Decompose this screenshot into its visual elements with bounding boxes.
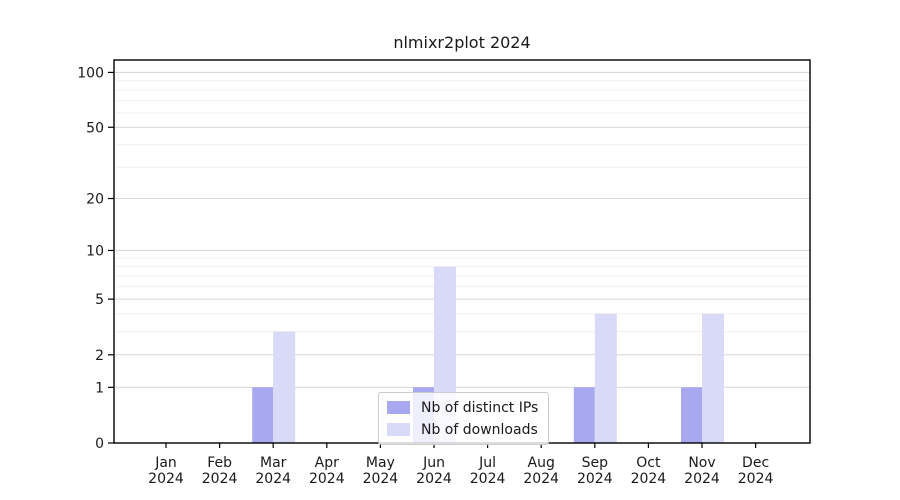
x-tick-label-year: 2024 <box>523 471 559 487</box>
x-tick-label-year: 2024 <box>202 471 238 487</box>
bar-downloads <box>273 331 296 443</box>
x-tick-label-year: 2024 <box>631 471 667 487</box>
y-tick-label: 2 <box>95 348 104 364</box>
bar-downloads <box>702 313 724 443</box>
x-tick-label-year: 2024 <box>684 471 720 487</box>
x-tick-label-year: 2024 <box>577 471 613 487</box>
x-tick-label-month: Mar <box>260 455 287 471</box>
x-tick-label-month: Jan <box>154 455 177 471</box>
legend-swatch-distinct-ips <box>387 401 410 414</box>
y-tick-label: 1 <box>95 380 104 396</box>
x-tick-label-month: Oct <box>636 455 661 471</box>
x-tick-label-month: May <box>366 455 395 471</box>
bar-distinct-ips <box>681 387 702 443</box>
x-tick-label-year: 2024 <box>470 471 506 487</box>
x-tick-label-month: Jul <box>478 455 496 471</box>
x-tick-label-year: 2024 <box>363 471 399 487</box>
x-tick-label-year: 2024 <box>148 471 184 487</box>
plot-background <box>114 60 810 443</box>
y-tick-label: 50 <box>86 120 104 136</box>
x-tick-label-year: 2024 <box>738 471 774 487</box>
x-tick-label-month: Aug <box>528 455 555 471</box>
legend-label-downloads: Nb of downloads <box>421 421 538 438</box>
y-tick-label: 20 <box>86 192 104 208</box>
bar-distinct-ips <box>252 387 274 443</box>
legend-item-distinct-ips: Nb of distinct IPs <box>387 398 538 417</box>
bar-distinct-ips <box>573 387 595 443</box>
legend-swatch-downloads <box>387 423 410 436</box>
x-tick-label-month: Jun <box>422 455 445 471</box>
x-tick-label-year: 2024 <box>309 471 345 487</box>
x-tick-label-month: Feb <box>207 455 232 471</box>
legend: Nb of distinct IPs Nb of downloads <box>378 392 550 445</box>
x-tick-label-month: Nov <box>688 455 715 471</box>
x-tick-label-month: Dec <box>742 455 769 471</box>
y-tick-label: 0 <box>95 436 104 452</box>
x-tick-label-month: Sep <box>582 455 609 471</box>
y-tick-label: 10 <box>86 243 104 259</box>
legend-label-distinct-ips: Nb of distinct IPs <box>421 399 539 416</box>
x-tick-label-month: Apr <box>315 455 339 471</box>
legend-item-downloads: Nb of downloads <box>387 420 538 439</box>
x-tick-label-year: 2024 <box>416 471 452 487</box>
bar-downloads <box>594 313 617 443</box>
x-tick-label-year: 2024 <box>255 471 291 487</box>
chart-title: nlmixr2plot 2024 <box>393 33 531 52</box>
y-tick-label: 5 <box>95 292 104 308</box>
y-tick-label: 100 <box>77 65 104 81</box>
